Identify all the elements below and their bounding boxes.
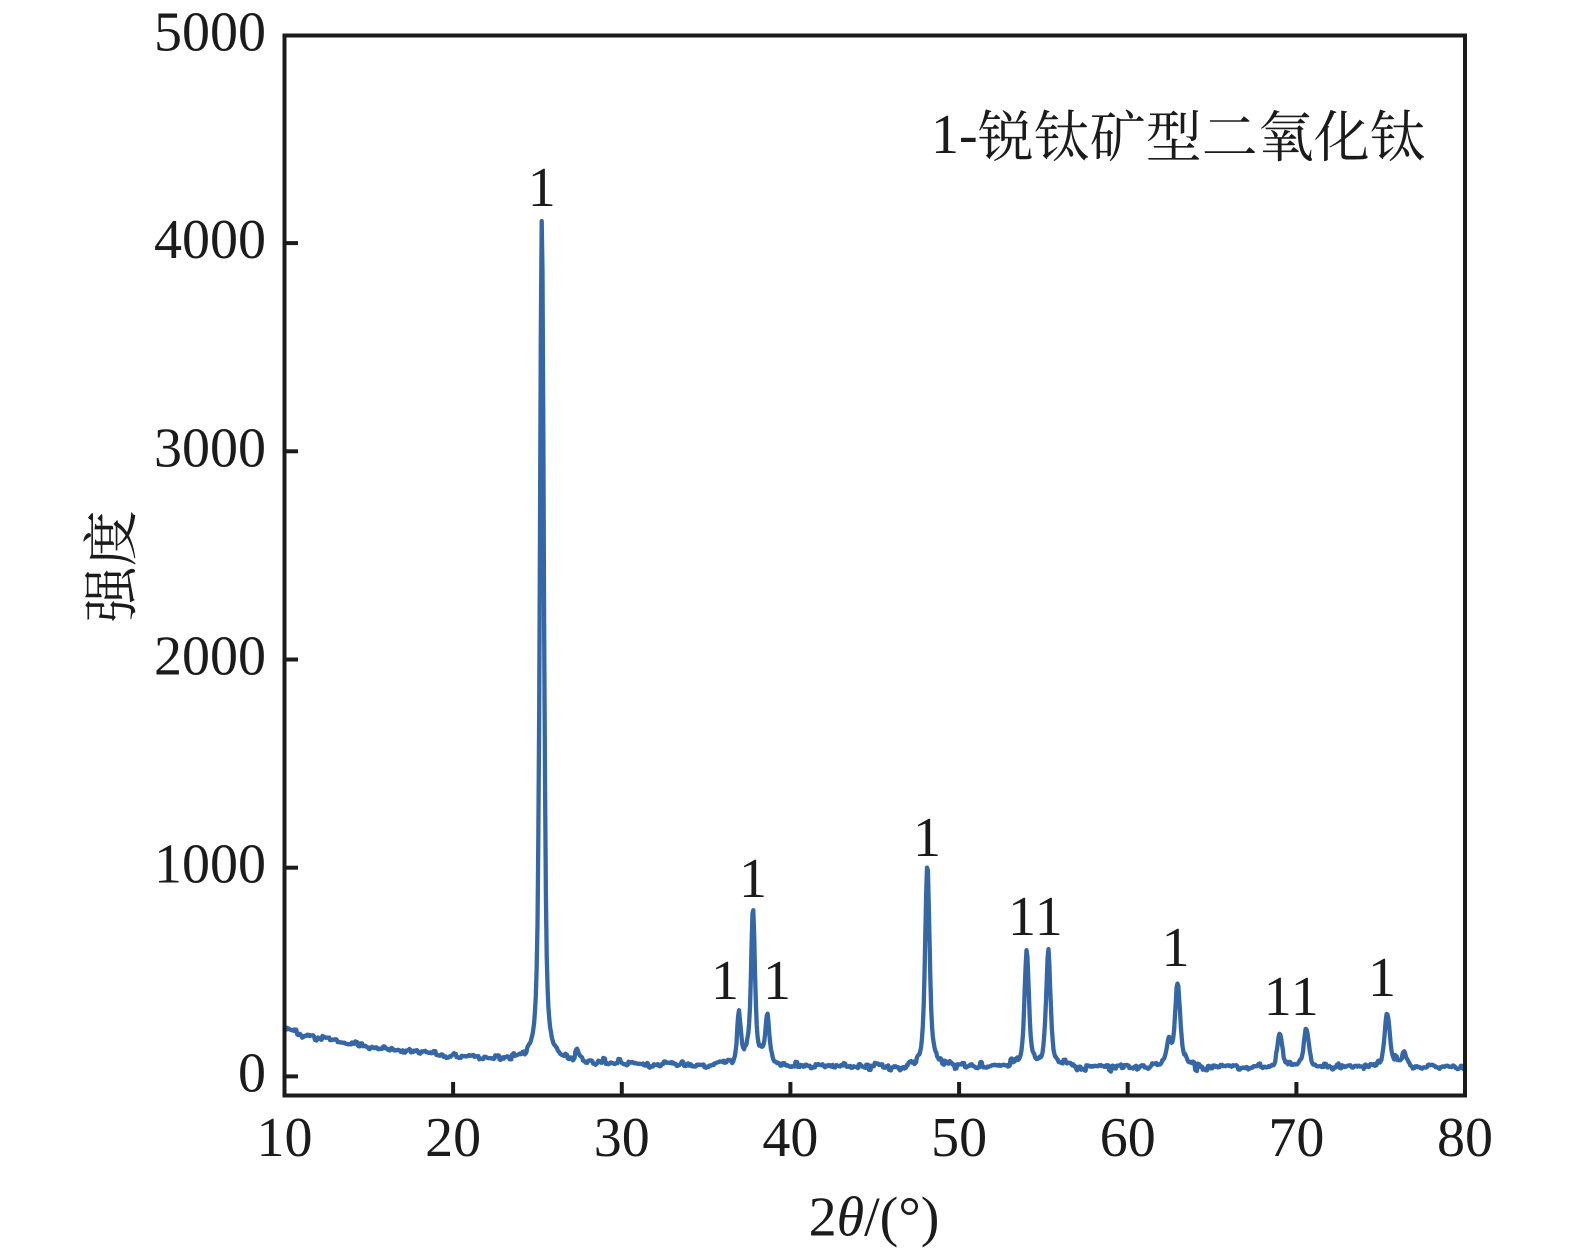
svg-text:1: 1 [1291,966,1319,1028]
svg-text:1: 1 [1162,917,1190,979]
svg-text:1: 1 [1264,966,1292,1028]
svg-text:60: 60 [1100,1107,1156,1169]
svg-text:1-: 1- [931,104,978,166]
svg-text:50: 50 [931,1107,987,1169]
svg-text:1000: 1000 [154,834,266,896]
svg-text:40: 40 [762,1107,818,1169]
svg-text:3000: 3000 [154,417,266,479]
svg-text:1: 1 [913,807,941,869]
svg-text:1: 1 [763,950,791,1012]
svg-text:70: 70 [1268,1107,1324,1169]
svg-text:0: 0 [238,1042,266,1104]
svg-text:1: 1 [528,157,556,219]
svg-text:20: 20 [425,1107,481,1169]
svg-text:4000: 4000 [154,209,266,271]
svg-text:80: 80 [1437,1107,1493,1169]
svg-text:1: 1 [711,950,739,1012]
svg-text:2θ/(°): 2θ/(°) [809,1187,940,1249]
svg-text:1: 1 [1035,886,1063,948]
svg-text:1: 1 [1008,886,1036,948]
svg-text:1: 1 [739,848,767,910]
svg-text:5000: 5000 [154,2,266,64]
svg-text:1: 1 [1368,947,1396,1009]
svg-text:30: 30 [594,1107,650,1169]
svg-text:2000: 2000 [154,626,266,688]
svg-text:10: 10 [257,1107,313,1169]
